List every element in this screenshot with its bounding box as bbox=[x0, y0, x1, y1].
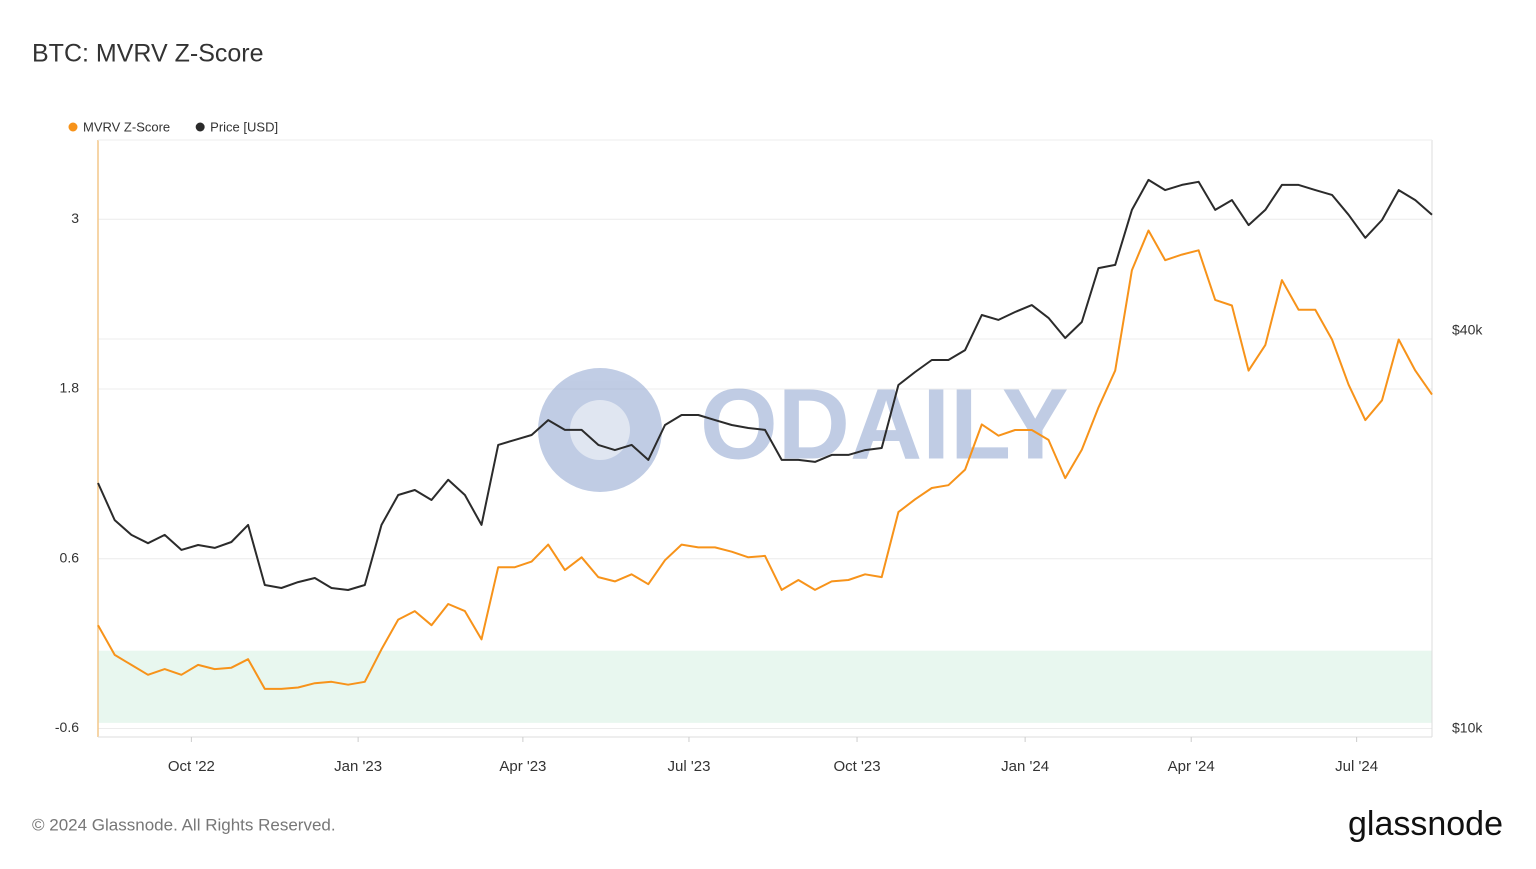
legend-label: Price [USD] bbox=[210, 119, 278, 134]
x-tick-label: Apr '23 bbox=[499, 758, 546, 775]
series-line bbox=[97, 229, 1433, 690]
x-tick-label: Apr '24 bbox=[1168, 758, 1215, 775]
watermark-text: ODAILY bbox=[700, 368, 1069, 480]
x-tick-label: Jan '23 bbox=[334, 758, 382, 775]
y-tick-label: 1.8 bbox=[60, 380, 80, 396]
x-tick-label: Oct '22 bbox=[168, 758, 215, 775]
x-tick-label: Jul '24 bbox=[1335, 758, 1378, 775]
y-tick-label: 3 bbox=[71, 210, 79, 226]
watermark-logo bbox=[538, 368, 662, 492]
y-tick-label: -0.6 bbox=[55, 719, 79, 735]
watermark: ODAILY bbox=[538, 368, 1069, 492]
watermark-logo-inner bbox=[570, 400, 630, 460]
legend-marker bbox=[195, 122, 205, 132]
x-tick-label: Oct '23 bbox=[834, 758, 881, 775]
chart-title: BTC: MVRV Z-Score bbox=[32, 40, 264, 68]
footer: © 2024 Glassnode. All Rights Reserved. bbox=[32, 815, 336, 834]
y-tick-label: 0.6 bbox=[60, 549, 80, 565]
shaded-band bbox=[98, 650, 1432, 723]
brand-logo: glassnode bbox=[1348, 805, 1503, 843]
y2-tick-label: $10k bbox=[1452, 720, 1483, 736]
x-tick-label: Jan '24 bbox=[1001, 758, 1049, 775]
legend-marker bbox=[68, 122, 78, 132]
legend-label: MVRV Z-Score bbox=[83, 119, 170, 134]
y2-tick-label: $40k bbox=[1452, 322, 1483, 338]
x-tick-label: Jul '23 bbox=[668, 758, 711, 775]
series-line bbox=[97, 178, 1433, 591]
